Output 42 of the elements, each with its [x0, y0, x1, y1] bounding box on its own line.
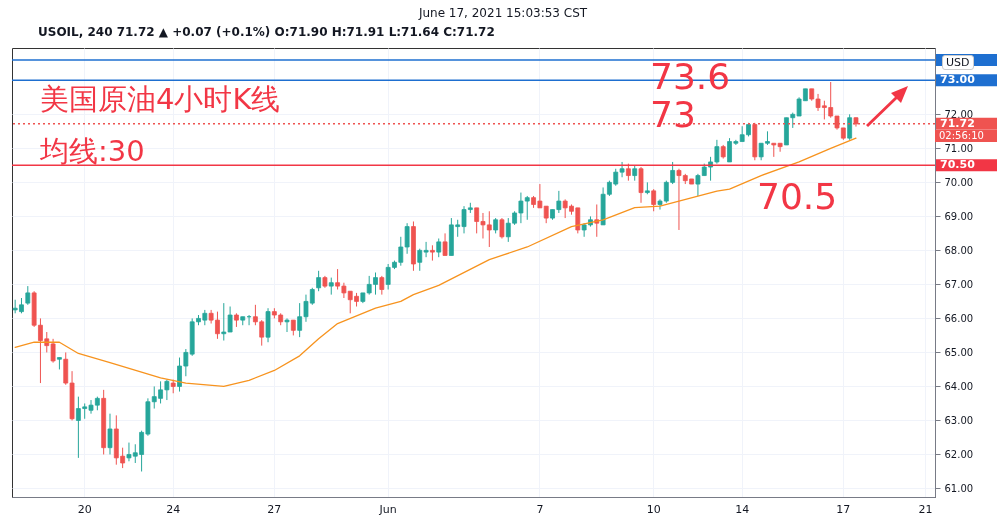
x-tick-label: 17	[836, 502, 851, 516]
y-tick-label: 68.00	[944, 244, 974, 256]
text: USD	[942, 55, 974, 70]
candlestick	[25, 285, 31, 306]
y-tick-label: 69.00	[944, 210, 974, 222]
y-tick-label: 61.00	[944, 483, 974, 494]
x-tick-label: 14	[735, 502, 750, 516]
x-tick-label: 27	[267, 502, 282, 516]
candlestick	[638, 166, 644, 204]
chart-subtitle: USOIL, 240 71.72 ▲ +0.07 (+0.1%) O:71.90 H:71.91 L:71.64 C:71.72	[38, 25, 495, 39]
line-series	[14, 137, 857, 388]
y-tick-label: 70.00	[944, 176, 974, 188]
candlestick	[379, 275, 385, 296]
y-tick-label: 62.00	[944, 448, 974, 460]
ref-line-label: 70.50	[940, 158, 976, 172]
y-tick-label: 65.00	[944, 346, 974, 358]
x-tick-label: 10	[646, 502, 661, 516]
candlestick	[651, 188, 657, 212]
chart-title: June 17, 2021 15:03:53 CST	[417, 6, 589, 20]
annotation: 均线:30	[40, 133, 145, 170]
candlestick	[436, 237, 442, 258]
x-tick-label: 7	[536, 502, 544, 516]
candlestick	[442, 232, 448, 256]
y-tick-label: 67.00	[944, 278, 974, 290]
x-tick-label: Jun	[378, 502, 397, 516]
candlestick	[107, 413, 113, 455]
y-tick-label: 71.00	[944, 142, 974, 154]
ref-line-label: 73.00	[940, 73, 976, 87]
text: 02:56:10	[935, 130, 997, 142]
annotation: 70.5	[757, 176, 838, 217]
annotation: 美国原油4小时K线	[40, 81, 281, 118]
candlestick	[316, 270, 322, 292]
x-tick-label: 24	[166, 502, 181, 516]
y-tick-label: 63.00	[944, 414, 974, 426]
y-tick-label: 64.00	[944, 380, 974, 392]
y-tick-label: 66.00	[944, 312, 974, 324]
candlestick	[847, 113, 853, 141]
candlestick	[284, 317, 290, 333]
candlestick	[499, 217, 505, 239]
x-tick-label: 21	[918, 502, 933, 516]
annotation: 73	[650, 94, 696, 135]
x-tick-label: 20	[77, 502, 92, 516]
